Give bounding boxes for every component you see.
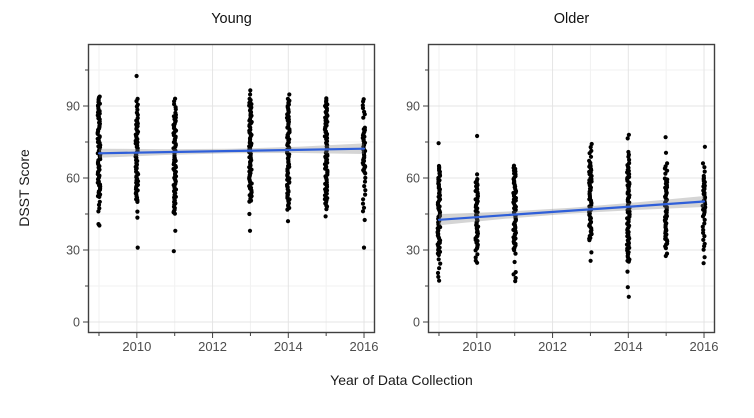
x-tick-label: 2012 bbox=[198, 339, 227, 354]
points-strip-2014 bbox=[624, 132, 632, 299]
y-tick-label: 90 bbox=[406, 99, 420, 113]
scatter-plot-older: 2010 2012 2014 2016 0 30 60 90 bbox=[406, 43, 718, 354]
x-tick-label: 2010 bbox=[462, 339, 491, 354]
points-strip-2011 bbox=[511, 163, 519, 284]
x-tick-label: 2016 bbox=[690, 339, 719, 354]
gridlines bbox=[88, 44, 375, 333]
points-strip-2010 bbox=[473, 133, 481, 265]
points-strip-2016 bbox=[700, 144, 708, 266]
x-axis-title: Year of Data Collection bbox=[330, 372, 473, 388]
facet-panel-older: 2010 2012 2014 2016 0 30 60 90 bbox=[406, 43, 718, 354]
points-strip-2011 bbox=[171, 96, 179, 254]
y-tick-label: 90 bbox=[66, 99, 80, 113]
facet-title-young: Young bbox=[211, 11, 252, 27]
regression-line bbox=[97, 147, 366, 155]
y-tick-label: 0 bbox=[73, 315, 80, 329]
y-tick-label: 30 bbox=[406, 243, 420, 257]
panel-border bbox=[427, 43, 716, 334]
points-strip-2009 bbox=[95, 94, 103, 228]
points-strip-2010 bbox=[133, 73, 141, 250]
y-tick-label: 0 bbox=[413, 315, 420, 329]
x-tick-label: 2014 bbox=[614, 339, 643, 354]
facet-title-older: Older bbox=[553, 11, 590, 27]
points-strip-2013 bbox=[247, 88, 254, 233]
points-strip-2014 bbox=[284, 92, 292, 224]
facet-panel-young: 2010 2012 2014 2016 0 30 60 90 bbox=[66, 43, 378, 354]
x-tick-label: 2014 bbox=[274, 339, 303, 354]
y-tick-label: 30 bbox=[66, 243, 80, 257]
axis-ticks: 2010 2012 2014 2016 0 30 60 90 bbox=[406, 69, 719, 354]
points-strip-2016 bbox=[360, 97, 368, 250]
axis-ticks: 2010 2012 2014 2016 0 30 60 90 bbox=[66, 69, 379, 354]
y-tick-label: 60 bbox=[406, 171, 420, 185]
x-tick-label: 2016 bbox=[350, 339, 379, 354]
points-strip-2015 bbox=[662, 135, 670, 259]
points-strip-2015 bbox=[322, 96, 330, 219]
gridlines bbox=[428, 44, 715, 333]
y-tick-label: 60 bbox=[66, 171, 80, 185]
points-strip-2013 bbox=[587, 141, 594, 263]
x-tick-label: 2010 bbox=[122, 339, 151, 354]
scatter-plot-young: 2010 2012 2014 2016 0 30 60 90 bbox=[66, 43, 378, 354]
y-axis-title: DSST Score bbox=[16, 149, 32, 227]
panel-border bbox=[87, 43, 376, 334]
regression-line bbox=[437, 200, 706, 221]
x-tick-label: 2012 bbox=[538, 339, 567, 354]
